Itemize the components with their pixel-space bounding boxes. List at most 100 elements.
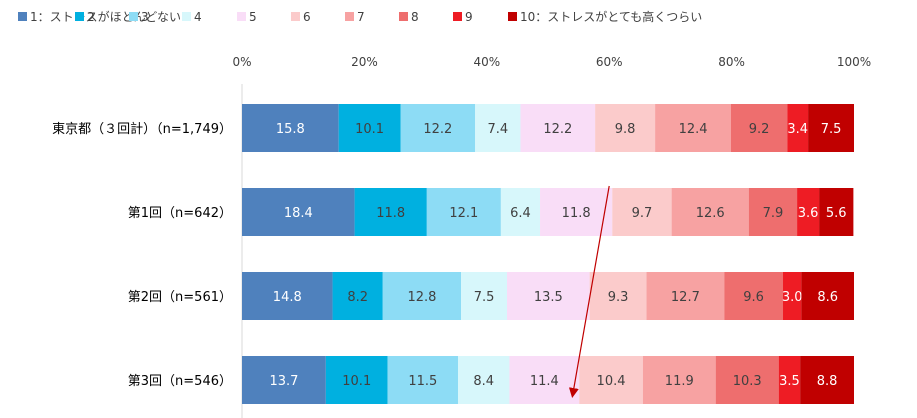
legend-swatch <box>182 12 191 21</box>
data-label: 6.4 <box>510 206 531 221</box>
data-label: 8.6 <box>817 290 838 305</box>
data-label: 9.6 <box>743 290 764 305</box>
data-label: 3.6 <box>798 206 819 221</box>
category-labels: 東京都（３回計）（n=1,749） 第1回（n=642） 第2回（n=561） 第3回… <box>52 121 232 389</box>
data-label: 13.5 <box>534 290 563 305</box>
legend-label: 1：ストレスがほとんどない <box>30 9 181 24</box>
category-label: 第1回（n=642） <box>128 206 232 221</box>
data-label: 9.2 <box>749 122 770 137</box>
data-label: 10.4 <box>597 374 626 389</box>
legend-swatch <box>237 12 246 21</box>
bar-segment <box>724 272 784 320</box>
x-tick-label: 100% <box>837 55 871 69</box>
x-tick-label: 40% <box>473 55 500 69</box>
bar-segment <box>730 104 788 152</box>
data-label: 8.4 <box>473 374 494 389</box>
legend-label: 4 <box>194 10 202 24</box>
data-label: 3.0 <box>782 290 803 305</box>
legend-swatch <box>291 12 300 21</box>
legend-swatch <box>508 12 517 21</box>
bar-segment <box>325 356 388 404</box>
bars: 15.8 10.1 12.2 7.4 12.2 9.8 12.4 9.2 3.4 7.5 18.4 1… <box>242 104 854 404</box>
data-label: 10.1 <box>355 122 384 137</box>
legend-label: 2 <box>87 10 95 24</box>
legend-swatch <box>75 12 84 21</box>
legend-label: 3 <box>141 10 149 24</box>
data-label: 12.8 <box>407 290 436 305</box>
data-label: 11.8 <box>376 206 405 221</box>
bar-segment <box>612 188 672 236</box>
bar-segment <box>808 104 854 152</box>
x-tick-label: 20% <box>351 55 378 69</box>
bar-segment <box>332 272 383 320</box>
data-label: 10.1 <box>342 374 371 389</box>
x-axis-ticks: 0% 20% 40% 60% 80% 100% <box>232 55 871 69</box>
legend-label: 9 <box>465 10 473 24</box>
bar-segment <box>506 272 590 320</box>
bar-segment <box>819 188 854 236</box>
data-label: 9.7 <box>632 206 653 221</box>
x-tick-label: 0% <box>232 55 251 69</box>
bar-segment <box>783 272 802 320</box>
legend-swatch <box>453 12 462 21</box>
bar-segment <box>800 356 854 404</box>
data-label: 12.1 <box>449 206 478 221</box>
data-label: 15.8 <box>276 122 305 137</box>
category-label: 第2回（n=561） <box>128 290 232 305</box>
bar-segment <box>382 272 462 320</box>
bar-segment <box>461 272 507 320</box>
data-label: 11.5 <box>408 374 437 389</box>
bar-segment <box>646 272 725 320</box>
legend-swatch <box>345 12 354 21</box>
legend-swatch <box>129 12 138 21</box>
x-tick-label: 80% <box>718 55 745 69</box>
data-label: 3.4 <box>787 122 808 137</box>
legend-swatch <box>399 12 408 21</box>
bar-segment <box>475 104 521 152</box>
x-tick-label: 60% <box>596 55 623 69</box>
bar-segment <box>509 356 580 404</box>
data-label: 14.8 <box>273 290 302 305</box>
data-label: 7.4 <box>487 122 508 137</box>
bar-segment <box>642 356 716 404</box>
trend-arrow <box>568 185 610 398</box>
legend-label: 8 <box>411 10 419 24</box>
data-label: 7.5 <box>474 290 495 305</box>
data-label: 8.8 <box>817 374 838 389</box>
data-label: 11.9 <box>665 374 694 389</box>
bar-segment <box>426 188 501 236</box>
bar-segment <box>595 104 656 152</box>
bar-segment <box>354 188 427 236</box>
data-label: 8.2 <box>347 290 368 305</box>
bar-segment <box>589 272 647 320</box>
bar-segment <box>778 356 801 404</box>
data-label: 9.8 <box>615 122 636 137</box>
legend-label: 10：ストレスがとても高くつらい <box>520 9 702 24</box>
bar-segment <box>458 356 510 404</box>
data-label: 12.2 <box>543 122 572 137</box>
bar-segment <box>242 188 355 236</box>
legend-label: 7 <box>357 10 365 24</box>
data-label: 11.4 <box>530 374 559 389</box>
data-label: 7.5 <box>821 122 842 137</box>
data-label: 13.7 <box>269 374 298 389</box>
bar-segment <box>655 104 731 152</box>
legend-swatch <box>18 12 27 21</box>
bar-segment <box>715 356 779 404</box>
bar-segment <box>801 272 854 320</box>
data-label: 3.5 <box>779 374 800 389</box>
bar-segment <box>242 104 339 152</box>
bar-segment <box>797 188 820 236</box>
data-label: 12.6 <box>696 206 725 221</box>
legend-label: 6 <box>303 10 311 24</box>
bar-segment <box>400 104 476 152</box>
bar-segment <box>500 188 541 236</box>
data-label: 18.4 <box>284 206 313 221</box>
bar-segment <box>579 356 643 404</box>
data-label: 9.3 <box>608 290 629 305</box>
data-label: 10.3 <box>733 374 762 389</box>
category-label: 第3回（n=546） <box>128 374 232 389</box>
data-label: 5.6 <box>826 206 847 221</box>
bar-segment <box>787 104 809 152</box>
